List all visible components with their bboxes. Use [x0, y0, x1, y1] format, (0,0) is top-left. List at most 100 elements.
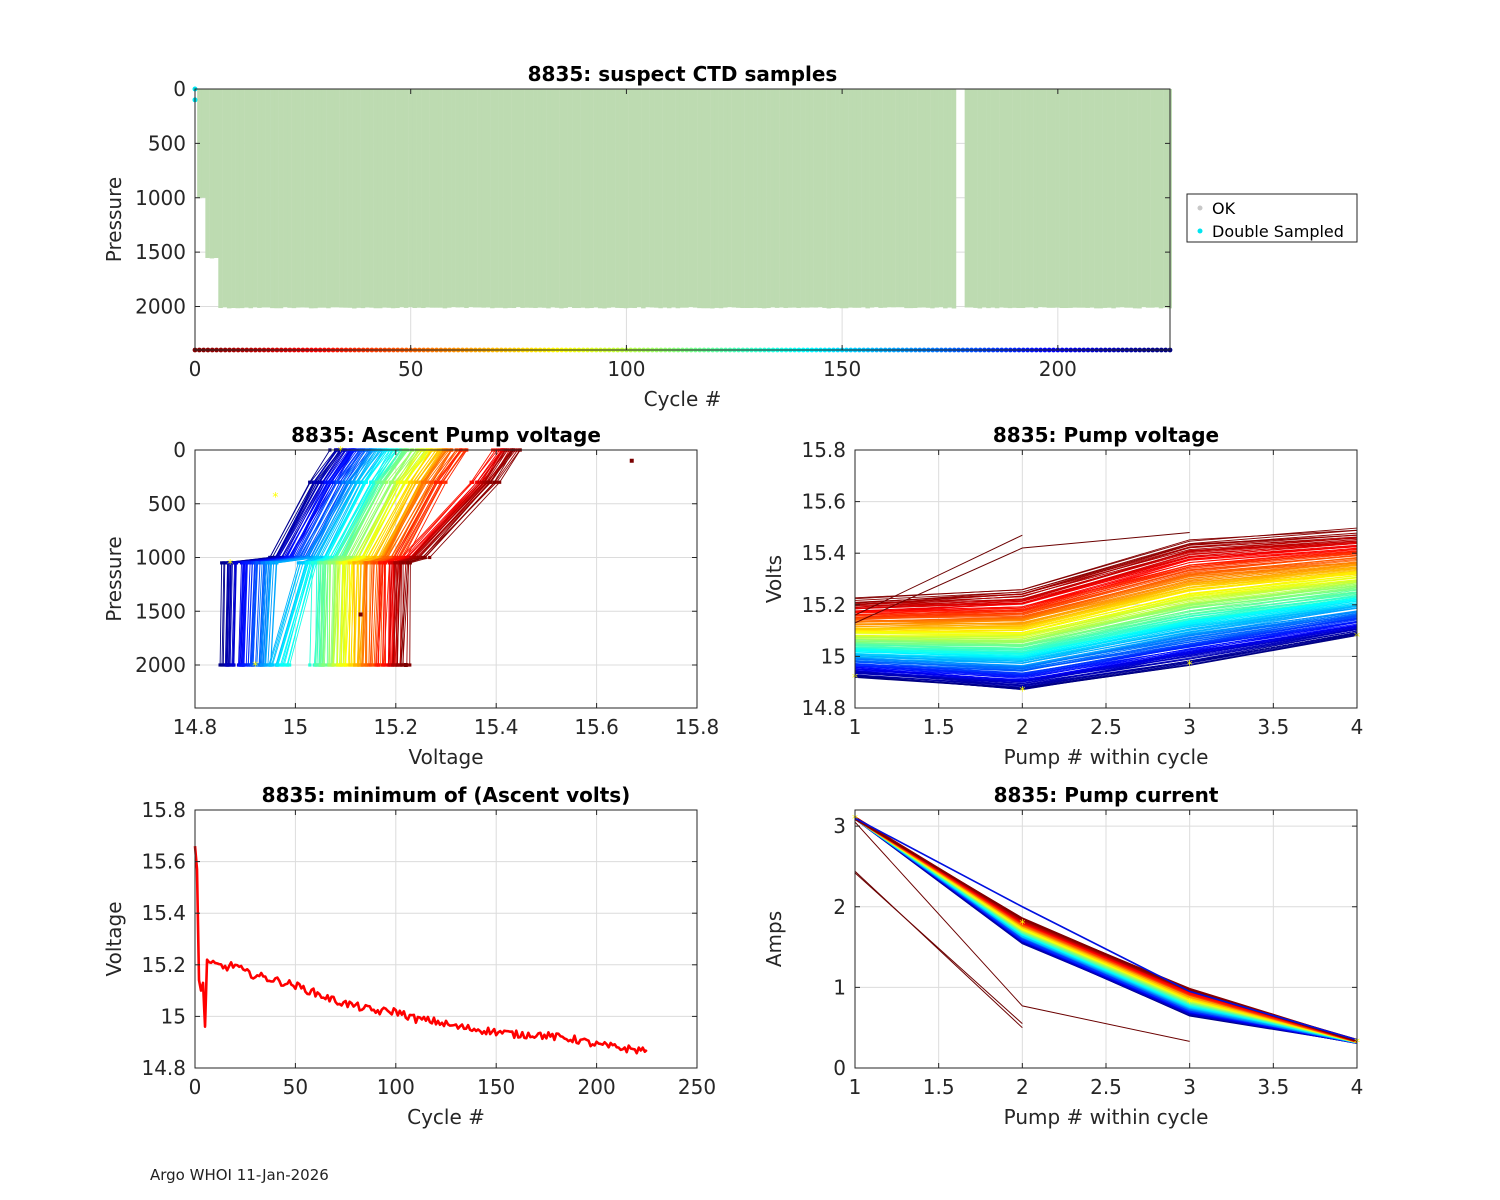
- ascent-profile-point: [313, 663, 317, 667]
- pumpv-xtick-label: 2.5: [1090, 715, 1122, 739]
- ctd-ok-column: [1094, 89, 1099, 309]
- ctd-ok-column: [265, 89, 271, 308]
- ctd-ok-column: [1055, 89, 1060, 308]
- ctd-ok-column: [472, 89, 478, 308]
- ascent-outlier-point: [403, 663, 408, 667]
- ascent-xtick-label: 14.8: [173, 715, 218, 739]
- ascent-profile-point: [345, 555, 350, 560]
- ascent-profile-point: [391, 663, 395, 667]
- ascent-ytick-label: 2000: [135, 653, 186, 677]
- pumpi-xtick-label: 1: [849, 1075, 862, 1099]
- minv-ytick-label: 15.4: [141, 901, 186, 925]
- ctd-ok-column: [356, 89, 361, 308]
- ctd-ok-column: [1107, 89, 1112, 308]
- ascent-profile-point: [270, 663, 275, 667]
- pumpv-cycle-line: [854, 600, 1358, 657]
- ascent-profile-point: [244, 663, 248, 667]
- ascent-start-marker: *: [338, 444, 344, 458]
- ascent-profile-point: [380, 480, 384, 484]
- ascent-xlabel: Voltage: [408, 745, 483, 769]
- pumpv-marker: *: [1019, 684, 1025, 698]
- ascent-profile-point: [349, 555, 353, 560]
- ascent-profile-point: [498, 480, 502, 484]
- pumpv-chart: ****1 1.5 2 2.5 3 3.5 414.81515.215.415.615.88…: [762, 423, 1363, 769]
- ctd-ok-column: [908, 89, 914, 309]
- ctd-ok-column: [257, 89, 262, 308]
- ctd-ok-column: [925, 89, 931, 308]
- ctd-ok-column: [813, 89, 819, 308]
- ascent-profile-point: [227, 561, 231, 565]
- ctd-ok-column: [283, 89, 288, 308]
- pumpv-xtick-label: 4: [1351, 715, 1364, 739]
- ctd-ok-column: [848, 89, 853, 308]
- ascent-profile-point: [352, 561, 356, 565]
- ctd-ok-column: [679, 89, 685, 308]
- ascent-profile-point: [372, 555, 377, 560]
- ctd-ok-column: [481, 89, 486, 308]
- ctd-ok-column: [628, 89, 633, 308]
- ascent-profile-point: [363, 663, 367, 667]
- ctd-axes-box: [194, 88, 1171, 351]
- pumpv-marker: *: [1187, 658, 1193, 672]
- ascent-profile-point: [392, 555, 396, 560]
- ctd-ok-column: [244, 89, 249, 308]
- ascent-profile-point: [308, 480, 312, 484]
- pumpv-lines: [854, 527, 1358, 691]
- ctd-ok-column: [632, 89, 637, 309]
- ctd-ok-column: [528, 89, 534, 308]
- pumpi-title: 8835: Pump current: [994, 783, 1219, 807]
- ctd-ok-column: [326, 89, 331, 309]
- ctd-ok-column: [649, 89, 655, 308]
- ctd-ok-column: [697, 89, 702, 309]
- pumpv-ytick-label: 15.6: [801, 490, 846, 514]
- ctd-ok-column: [382, 89, 387, 308]
- ascent-profile-point: [312, 480, 316, 484]
- ascent-xtick-label: 15.4: [474, 715, 519, 739]
- pumpv-cycle-line: [854, 561, 1358, 625]
- ctd-ok-column: [589, 89, 594, 309]
- ascent-profile-point: [444, 480, 448, 484]
- ctd-ok-column: [317, 89, 323, 308]
- ctd-ok-column: [377, 89, 383, 309]
- ctd-ok-column: [912, 89, 918, 309]
- ctd-ok-column: [498, 89, 504, 308]
- ascent-profile-point: [248, 561, 252, 565]
- ascent-profile-point: [470, 480, 474, 484]
- ctd-ok-column: [809, 89, 814, 308]
- ascent-profile-point: [318, 663, 322, 667]
- ctd-ok-column: [874, 89, 879, 308]
- pumpv-xtick-label: 1: [849, 715, 862, 739]
- ascent-profile-point: [317, 480, 321, 484]
- ascent-profile-point: [300, 555, 304, 560]
- minv-xtick-label: 100: [377, 1075, 415, 1099]
- ctd-ok-column: [563, 89, 568, 308]
- ctd-ok-column: [899, 89, 905, 308]
- ascent-profile-point: [335, 663, 339, 667]
- ctd-ok-column: [468, 89, 474, 308]
- ctd-ok-column: [1137, 89, 1142, 309]
- ctd-ok-column: [416, 89, 422, 308]
- ascent-xtick-label: 15.2: [374, 715, 419, 739]
- ascent-profile-point: [337, 555, 341, 560]
- ctd-ok-column: [593, 89, 599, 308]
- ascent-profile-point: [375, 561, 379, 565]
- ascent-profile-point: [488, 480, 492, 484]
- minv-series-line: [193, 846, 648, 1055]
- ctd-ok-column: [524, 89, 530, 308]
- minv-xtick-label: 50: [283, 1075, 308, 1099]
- ascent-profile-point: [319, 561, 323, 565]
- ascent-profile-point: [396, 480, 400, 484]
- ascent-profile-point: [343, 663, 348, 667]
- ctd-ok-column: [490, 89, 495, 309]
- ctd-ytick-label: 0: [173, 77, 186, 101]
- ascent-profile-point: [413, 555, 417, 560]
- minv-xtick-label: 0: [189, 1075, 202, 1099]
- ctd-ok-column: [459, 89, 465, 308]
- ctd-legend-label: Double Sampled: [1212, 222, 1344, 241]
- ascent-profile-point: [275, 663, 279, 667]
- ascent-profile-point: [477, 480, 481, 484]
- ctd-ok-column: [843, 89, 849, 309]
- ctd-ok-column: [917, 89, 922, 308]
- ctd-ok-column: [671, 89, 676, 308]
